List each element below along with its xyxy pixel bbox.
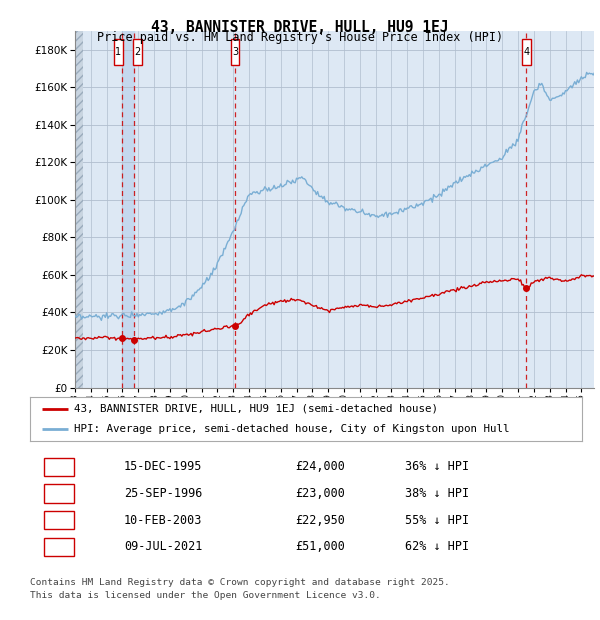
FancyBboxPatch shape [44, 458, 74, 476]
Text: 55% ↓ HPI: 55% ↓ HPI [406, 513, 469, 526]
FancyBboxPatch shape [44, 538, 74, 556]
Text: 25-SEP-1996: 25-SEP-1996 [124, 487, 202, 500]
FancyBboxPatch shape [230, 38, 239, 64]
Text: Price paid vs. HM Land Registry's House Price Index (HPI): Price paid vs. HM Land Registry's House … [97, 31, 503, 44]
Text: 43, BANNISTER DRIVE, HULL, HU9 1EJ: 43, BANNISTER DRIVE, HULL, HU9 1EJ [151, 20, 449, 35]
Text: 38% ↓ HPI: 38% ↓ HPI [406, 487, 469, 500]
Text: 36% ↓ HPI: 36% ↓ HPI [406, 461, 469, 474]
Text: 1: 1 [115, 46, 121, 56]
Text: HPI: Average price, semi-detached house, City of Kingston upon Hull: HPI: Average price, semi-detached house,… [74, 424, 509, 435]
Text: £24,000: £24,000 [295, 461, 345, 474]
Text: 2: 2 [55, 487, 62, 500]
Text: £23,000: £23,000 [295, 487, 345, 500]
Bar [75, 31, 83, 388]
Text: 09-JUL-2021: 09-JUL-2021 [124, 540, 202, 553]
Text: This data is licensed under the Open Government Licence v3.0.: This data is licensed under the Open Gov… [30, 591, 381, 600]
FancyBboxPatch shape [133, 38, 142, 64]
Text: 15-DEC-1995: 15-DEC-1995 [124, 461, 202, 474]
Text: 4: 4 [55, 540, 62, 553]
Text: 43, BANNISTER DRIVE, HULL, HU9 1EJ (semi-detached house): 43, BANNISTER DRIVE, HULL, HU9 1EJ (semi… [74, 404, 438, 414]
FancyBboxPatch shape [44, 511, 74, 529]
Text: £51,000: £51,000 [295, 540, 345, 553]
Text: 4: 4 [523, 46, 529, 56]
Text: 62% ↓ HPI: 62% ↓ HPI [406, 540, 469, 553]
Text: 3: 3 [55, 513, 62, 526]
Text: 10-FEB-2003: 10-FEB-2003 [124, 513, 202, 526]
Text: Contains HM Land Registry data © Crown copyright and database right 2025.: Contains HM Land Registry data © Crown c… [30, 578, 450, 587]
FancyBboxPatch shape [522, 38, 530, 64]
FancyBboxPatch shape [44, 484, 74, 503]
Text: 3: 3 [232, 46, 238, 56]
FancyBboxPatch shape [114, 38, 122, 64]
Text: £22,950: £22,950 [295, 513, 345, 526]
Text: 1: 1 [55, 461, 62, 474]
Text: 2: 2 [134, 46, 141, 56]
Bar [122, 31, 134, 388]
